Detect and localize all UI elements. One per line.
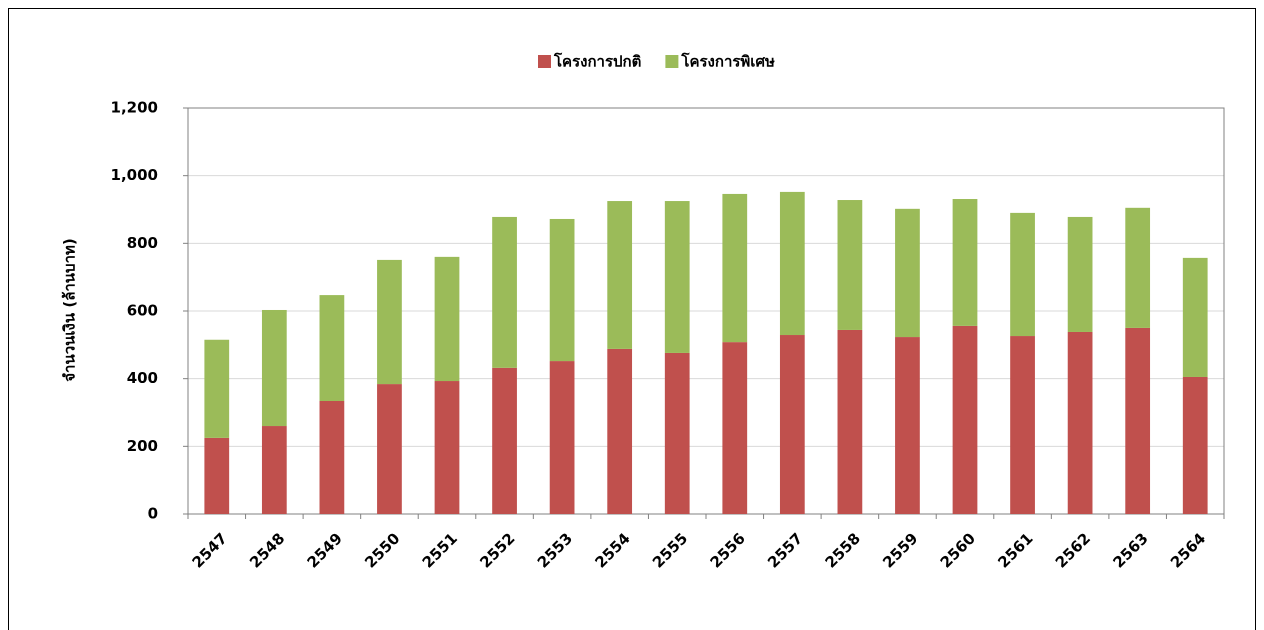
y-tick-label: 0 [148,505,158,523]
bar-segment [1182,376,1208,514]
bar-segment [204,339,230,438]
bar-segment [319,400,345,514]
bar-segment [549,218,575,362]
bar-segment [1010,212,1035,337]
y-tick-label: 800 [127,234,158,252]
x-tick-label: 2561 [994,529,1036,571]
x-tick-label: 2559 [879,529,921,571]
bar-segment [1125,207,1151,328]
x-tick-label: 2548 [246,529,288,571]
legend-label: โครงการพิเศษ [680,52,775,71]
bar-segment [779,335,805,514]
bar-segment [1182,257,1208,377]
bar-segment [319,295,345,401]
bar-segment [607,348,633,514]
y-tick-label: 1,000 [111,166,158,184]
bar-segment [895,208,920,338]
legend-label: โครงการปกติ [553,52,641,71]
bar-segment [492,216,517,368]
x-tick-label: 2554 [591,529,633,571]
y-tick-label: 400 [127,369,158,387]
x-tick-label: 2563 [1109,529,1151,571]
bar-segment [722,193,748,343]
x-tick-label: 2560 [937,529,979,571]
bar-segment [664,201,690,353]
bar-segment [434,256,460,382]
x-tick-label: 2562 [1052,529,1094,571]
bar-segment [261,426,287,514]
bar-segment [722,342,748,514]
x-tick-label: 2547 [189,529,231,571]
bar-segment [895,337,920,514]
bar-segment [837,329,863,514]
x-tick-label: 2550 [361,529,403,571]
y-tick-label: 1,200 [111,99,158,117]
bar-segment [607,201,633,349]
bar-segment [377,384,402,514]
x-tick-label: 2553 [534,529,576,571]
x-tick-label: 2555 [649,529,691,571]
bar-segment [664,352,690,514]
bar-segment [1125,327,1151,514]
bar-segment [1067,331,1093,514]
bar-segment [837,200,863,330]
bar-segment [952,199,978,326]
legend-swatch [538,55,551,68]
x-tick-label: 2549 [304,529,346,571]
y-axis-label: จำนวนเงิน (ล้านบาท) [61,238,79,381]
bar-segment [952,325,978,514]
bar-segment [1010,336,1035,514]
bar-segment [204,437,230,514]
x-tick-label: 2558 [822,529,864,571]
bar-segment [549,361,575,514]
x-tick-label: 2552 [476,529,518,571]
bar-segment [434,381,460,514]
bar-segment [1067,216,1093,332]
bar-segment [779,191,805,336]
legend-swatch [665,55,679,68]
bar-segment [261,309,287,427]
y-tick-label: 600 [127,302,158,320]
y-tick-label: 200 [127,437,158,455]
x-tick-label: 2551 [419,529,461,571]
x-tick-label: 2556 [707,529,749,571]
x-tick-label: 2557 [764,529,806,571]
chart-border [8,8,1256,630]
bar-segment [377,259,402,385]
x-tick-label: 2564 [1167,529,1209,571]
bar-segment [492,367,517,514]
